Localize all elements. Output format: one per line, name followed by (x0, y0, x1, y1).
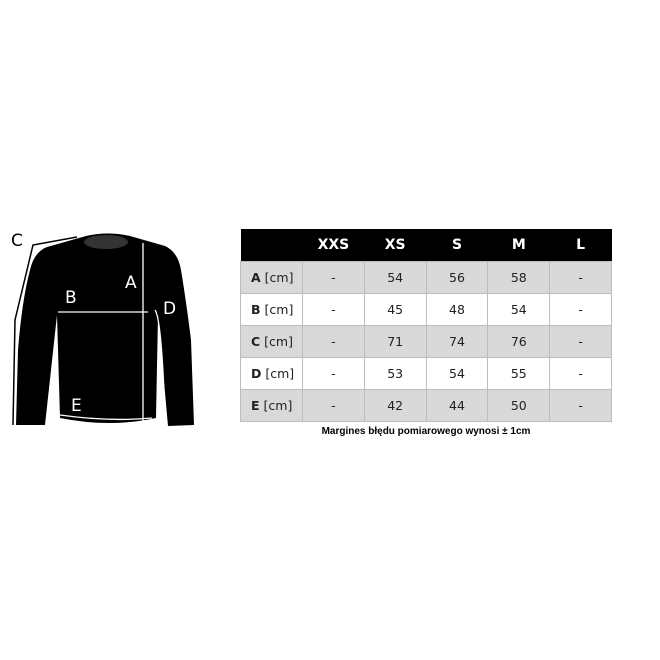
sweater-silhouette (16, 233, 194, 426)
table-cell: 56 (425, 261, 489, 294)
table-cell: 54 (425, 357, 489, 390)
label-d: D (163, 299, 176, 319)
header-cell: M (487, 229, 550, 262)
row-label: A [cm] (240, 261, 303, 294)
header-cell: S (426, 229, 488, 262)
table-row: E [cm] -42 44 50- (240, 389, 612, 422)
label-e: E (71, 396, 82, 416)
table-cell: - (302, 293, 365, 326)
table-cell: - (549, 293, 612, 326)
row-label: E [cm] (240, 389, 303, 422)
size-header-row: XXS XS S M L (240, 229, 612, 262)
table-cell: - (302, 261, 365, 294)
row-label: B [cm] (240, 293, 303, 326)
table-cell: 74 (425, 325, 489, 358)
table-cell: - (302, 389, 365, 422)
table-cell: 53 (363, 357, 427, 390)
table-cell: 42 (363, 389, 427, 422)
table-cell: - (302, 325, 365, 358)
table-cell: 76 (487, 325, 551, 358)
table-cell: - (302, 357, 365, 390)
table-cell: 54 (487, 293, 551, 326)
header-cell (240, 229, 303, 262)
table-cell: 71 (363, 325, 427, 358)
size-table: XXS XS S M L A [cm] -54 56 58- B [cm] -45 48 54… (240, 229, 612, 422)
table-row: D [cm] -53 54 55- (240, 357, 612, 390)
header-cell: L (549, 229, 612, 262)
table-row: C [cm] -71 74 76- (240, 325, 612, 358)
sweater-diagram: C A B D E (11, 231, 194, 426)
table-cell: - (549, 389, 612, 422)
label-b: B (65, 288, 77, 308)
header-cell: XS (364, 229, 427, 262)
table-cell: 48 (425, 293, 489, 326)
row-label: D [cm] (240, 357, 303, 390)
header-cell: XXS (302, 229, 365, 262)
label-c: C (11, 231, 23, 251)
table-cell: 45 (363, 293, 427, 326)
table-cell: 58 (487, 261, 551, 294)
table-cell: 54 (363, 261, 427, 294)
table-cell: - (549, 261, 612, 294)
table-row: B [cm] -45 48 54- (240, 293, 612, 326)
table-row: A [cm] -54 56 58- (240, 261, 612, 294)
label-a: A (125, 273, 137, 293)
table-cell: - (549, 325, 612, 358)
table-cell: 55 (487, 357, 551, 390)
table-cell: 44 (425, 389, 489, 422)
table-cell: 50 (487, 389, 551, 422)
table-cell: - (549, 357, 612, 390)
measurement-note: Margines błędu pomiarowego wynosi ± 1cm (321, 426, 531, 437)
row-label: C [cm] (240, 325, 303, 358)
